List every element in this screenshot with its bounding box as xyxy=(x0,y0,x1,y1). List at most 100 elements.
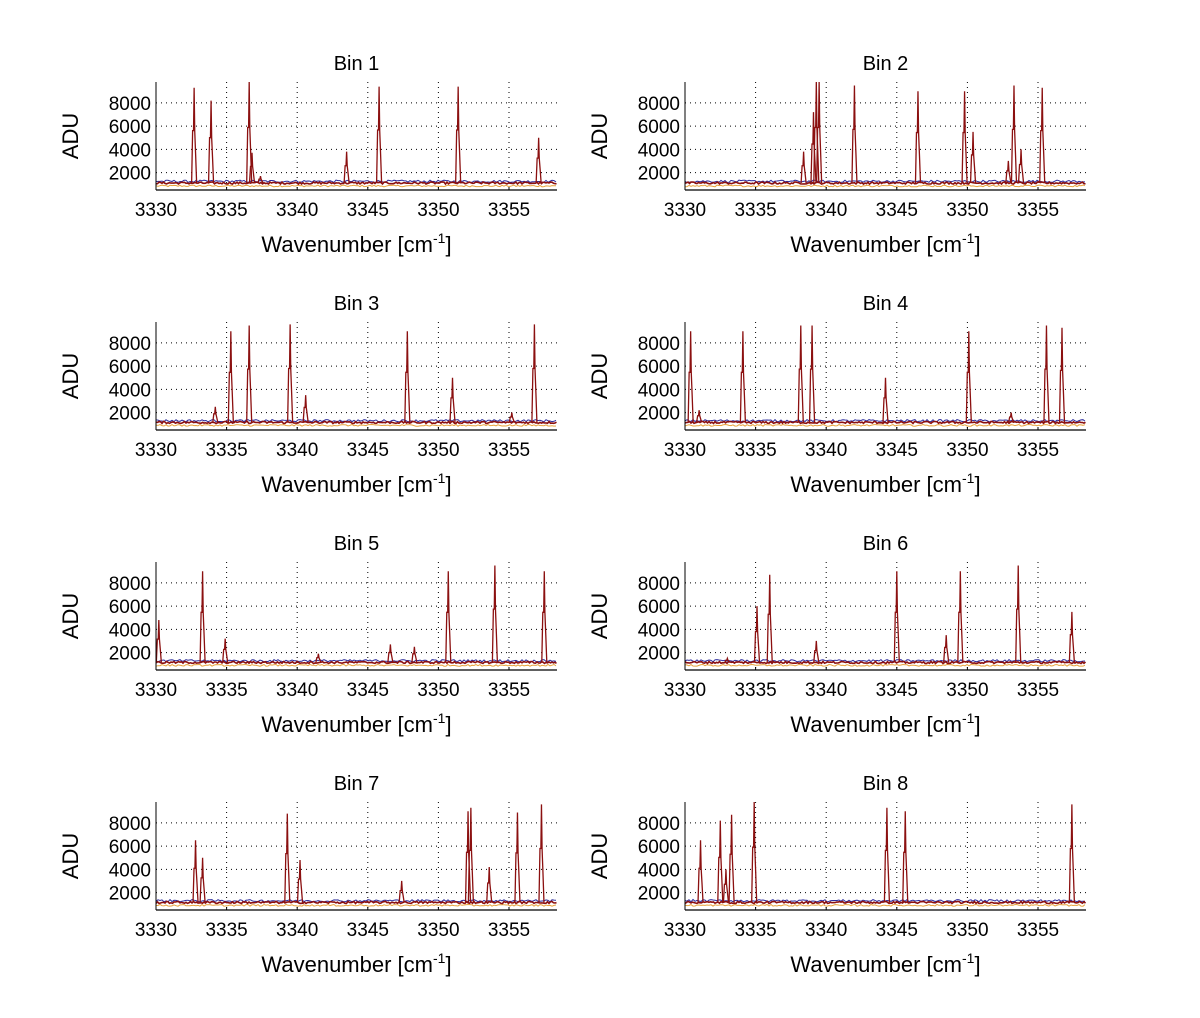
x-axis-label-main: Wavenumber [cm xyxy=(790,712,962,737)
y-axis-label: ADU xyxy=(587,353,612,399)
y-tick-label: 6000 xyxy=(638,597,680,618)
y-axis-label: ADU xyxy=(587,593,612,639)
y-tick-label: 4000 xyxy=(638,860,680,881)
y-axis-label: ADU xyxy=(58,833,83,879)
x-tick-label: 3335 xyxy=(734,200,776,221)
y-tick-label: 2000 xyxy=(109,404,151,425)
x-tick-label: 3345 xyxy=(347,200,389,221)
spectral-peak xyxy=(404,331,411,423)
spectral-peak xyxy=(1008,412,1015,423)
spectral-peak xyxy=(541,571,548,663)
x-tick-label: 3335 xyxy=(734,440,776,461)
subplot-title: Bin 1 xyxy=(334,53,380,75)
red-baseline-trace xyxy=(684,660,1087,665)
subplot-title: Bin 7 xyxy=(334,773,380,795)
y-tick-label: 8000 xyxy=(638,574,680,595)
x-tick-label: 3335 xyxy=(734,680,776,701)
spectral-peak xyxy=(800,151,807,184)
spectral-peak xyxy=(695,410,703,423)
x-tick-label: 3355 xyxy=(1017,200,1059,221)
spectral-peak xyxy=(296,860,304,903)
x-axis-label-end: ] xyxy=(974,472,980,497)
spectral-peak xyxy=(343,151,350,184)
spectral-peak xyxy=(1017,149,1025,184)
subplot-title: Bin 6 xyxy=(863,533,909,555)
y-tick-label: 2000 xyxy=(638,164,680,185)
x-axis-label: Wavenumber [cm-1] xyxy=(790,470,980,497)
spectral-peak xyxy=(387,644,394,663)
x-tick-label: 3340 xyxy=(276,680,318,701)
x-axis-label-main: Wavenumber [cm xyxy=(261,472,433,497)
x-tick-label: 3330 xyxy=(135,440,177,461)
y-tick-label: 8000 xyxy=(638,814,680,835)
spectral-peak xyxy=(398,880,405,903)
subplot-bin-8: Bin 8 3330 3335 3340 3345 3350 3355 2000 4000600… xyxy=(587,773,1087,977)
spectral-peak xyxy=(155,620,162,663)
x-axis-label-exponent: -1 xyxy=(433,950,446,966)
y-tick-label: 6000 xyxy=(109,357,151,378)
x-axis-label: Wavenumber [cm-1] xyxy=(790,950,980,977)
x-tick-label: 3350 xyxy=(417,680,459,701)
subplot-title: Bin 3 xyxy=(334,293,380,315)
subplot-bin-4: Bin 4 3330 3335 3340 3345 3350 3355 2000 4000600… xyxy=(587,293,1086,497)
subplot-title: Bin 8 xyxy=(863,773,909,795)
spectral-peak xyxy=(411,646,418,663)
x-axis-label-end: ] xyxy=(445,712,451,737)
orange-baseline-trace xyxy=(684,184,1086,188)
y-tick-label: 4000 xyxy=(638,380,680,401)
spectral-peak xyxy=(531,324,538,423)
x-tick-label: 3330 xyxy=(664,440,706,461)
spectral-peak xyxy=(965,331,972,423)
spectral-peak xyxy=(508,412,515,423)
y-tick-label: 6000 xyxy=(638,837,680,858)
x-axis-label-exponent: -1 xyxy=(433,710,446,726)
red-baseline-trace xyxy=(684,420,1086,425)
spectral-peak xyxy=(728,814,735,903)
y-axis-label: ADU xyxy=(58,353,83,399)
spectral-peak xyxy=(1039,87,1046,184)
spectral-peak xyxy=(190,87,198,184)
y-tick-label: 6000 xyxy=(109,597,151,618)
x-tick-label: 3355 xyxy=(488,920,530,941)
x-tick-label: 3345 xyxy=(347,920,389,941)
spectral-peak xyxy=(722,869,730,903)
y-tick-label: 8000 xyxy=(109,574,151,595)
y-tick-label: 4000 xyxy=(109,140,151,161)
x-tick-label: 3355 xyxy=(488,680,530,701)
x-tick-label: 3335 xyxy=(205,200,247,221)
x-axis-label-exponent: -1 xyxy=(962,230,975,246)
y-tick-label: 6000 xyxy=(638,117,680,138)
spectral-peak xyxy=(246,81,253,184)
x-axis-label-exponent: -1 xyxy=(962,710,975,726)
x-axis-label-main: Wavenumber [cm xyxy=(261,952,433,977)
spectral-peak xyxy=(1068,804,1076,903)
x-tick-label: 3355 xyxy=(1017,680,1059,701)
spectral-peak xyxy=(883,807,891,903)
x-tick-label: 3340 xyxy=(805,200,847,221)
x-tick-label: 3335 xyxy=(205,680,247,701)
subplot-title: Bin 5 xyxy=(334,533,380,555)
red-baseline-trace xyxy=(156,420,557,425)
spectral-peak xyxy=(207,100,215,184)
x-tick-label: 3345 xyxy=(876,440,918,461)
spectral-peak xyxy=(893,571,900,663)
x-tick-label: 3355 xyxy=(488,440,530,461)
spectral-peak xyxy=(717,820,724,903)
y-tick-label: 8000 xyxy=(638,334,680,355)
y-tick-label: 2000 xyxy=(109,644,151,665)
y-tick-label: 2000 xyxy=(638,884,680,905)
x-axis-label-main: Wavenumber [cm xyxy=(261,712,433,737)
spectral-peak xyxy=(1015,565,1022,663)
spectral-peak xyxy=(315,653,322,663)
spectral-peak xyxy=(514,812,521,903)
y-axis-label: ADU xyxy=(58,593,83,639)
orange-baseline-trace xyxy=(684,903,1086,907)
red-baseline-trace xyxy=(155,660,557,665)
x-tick-label: 3340 xyxy=(805,920,847,941)
spectral-peak xyxy=(227,331,234,423)
orange-baseline-trace xyxy=(156,903,557,907)
x-axis-label-main: Wavenumber [cm xyxy=(790,472,962,497)
spectral-peak xyxy=(753,606,761,663)
spectral-peak xyxy=(199,857,206,903)
x-tick-label: 3350 xyxy=(417,200,459,221)
